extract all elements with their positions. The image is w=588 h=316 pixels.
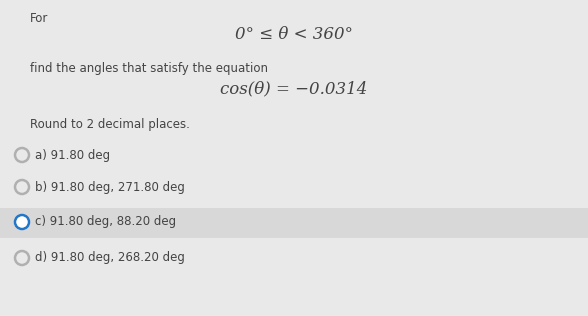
Text: 0° ≤ θ < 360°: 0° ≤ θ < 360° — [235, 26, 353, 43]
Text: find the angles that satisfy the equation: find the angles that satisfy the equatio… — [30, 62, 268, 75]
Text: cos(θ) = −0.0314: cos(θ) = −0.0314 — [220, 80, 368, 97]
Text: For: For — [30, 12, 48, 25]
Text: d) 91.80 deg, 268.20 deg: d) 91.80 deg, 268.20 deg — [35, 252, 185, 264]
Text: Round to 2 decimal places.: Round to 2 decimal places. — [30, 118, 190, 131]
Text: b) 91.80 deg, 271.80 deg: b) 91.80 deg, 271.80 deg — [35, 180, 185, 193]
Text: a) 91.80 deg: a) 91.80 deg — [35, 149, 110, 161]
Text: c) 91.80 deg, 88.20 deg: c) 91.80 deg, 88.20 deg — [35, 216, 176, 228]
Bar — [0, 208, 588, 238]
Circle shape — [16, 216, 28, 228]
